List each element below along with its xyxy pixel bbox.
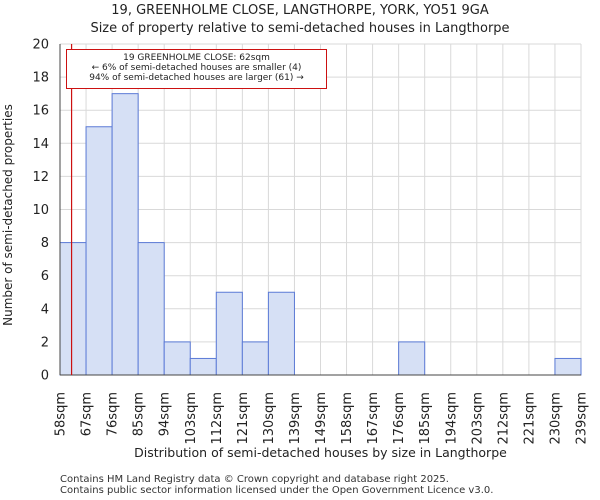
x-tick-label: 76sqm xyxy=(106,392,121,436)
bar xyxy=(267,291,295,376)
y-tick-label: 10 xyxy=(32,203,49,218)
y-tick-label: 18 xyxy=(32,71,49,86)
footer-copyright: Contains HM Land Registry data © Crown c… xyxy=(60,474,449,485)
bar xyxy=(85,126,113,376)
bar xyxy=(554,357,582,376)
x-tick-label: 139sqm xyxy=(288,392,303,445)
x-tick-label: 167sqm xyxy=(366,392,381,445)
x-tick-label: 103sqm xyxy=(184,392,199,445)
x-tick-label: 94sqm xyxy=(158,392,173,436)
bar xyxy=(215,291,243,376)
y-tick-label: 2 xyxy=(41,335,49,350)
y-tick-label: 20 xyxy=(32,38,49,53)
bar xyxy=(241,341,269,376)
bar xyxy=(111,93,139,376)
chart-subtitle: Size of property relative to semi-detach… xyxy=(90,21,510,36)
y-tick-label: 16 xyxy=(32,104,49,119)
x-tick-label: 85sqm xyxy=(132,392,147,436)
y-tick-label: 6 xyxy=(41,269,49,284)
bar xyxy=(189,357,217,376)
annotation-line-3: 94% of semi-detached houses are larger (… xyxy=(89,73,304,83)
annotation-line-1: 19 GREENHOLME CLOSE: 62sqm xyxy=(123,53,270,63)
x-tick-label: 121sqm xyxy=(236,392,251,445)
x-axis-label: Distribution of semi-detached houses by … xyxy=(134,445,507,460)
x-tick-label: 176sqm xyxy=(392,392,407,445)
x-tick-label: 212sqm xyxy=(496,392,511,445)
y-tick-label: 14 xyxy=(32,137,49,152)
x-tick-label: 221sqm xyxy=(522,392,537,445)
chart-title: 19, GREENHOLME CLOSE, LANGTHORPE, YORK, … xyxy=(111,3,489,18)
annotation-line-2: ← 6% of semi-detached houses are smaller… xyxy=(91,63,302,73)
bar xyxy=(398,341,426,376)
x-tick-label: 130sqm xyxy=(262,392,277,445)
footer-licence: Contains public sector information licen… xyxy=(60,485,494,496)
x-tick-label: 239sqm xyxy=(575,392,590,445)
x-tick-label: 149sqm xyxy=(314,392,329,445)
y-tick-label: 8 xyxy=(41,236,49,251)
x-tick-label: 58sqm xyxy=(54,392,69,436)
x-tick-label: 203sqm xyxy=(470,392,485,445)
x-tick-label: 185sqm xyxy=(418,392,433,445)
bar xyxy=(163,341,191,376)
bar xyxy=(137,242,165,376)
y-tick-label: 0 xyxy=(41,369,49,384)
y-tick-label: 12 xyxy=(32,170,49,185)
x-tick-label: 194sqm xyxy=(444,392,459,445)
y-axis-label: Number of semi-detached properties xyxy=(1,104,15,326)
x-tick-label: 112sqm xyxy=(210,392,225,445)
x-tick-label: 158sqm xyxy=(340,392,355,445)
bar xyxy=(59,242,87,376)
x-tick-label: 67sqm xyxy=(80,392,95,436)
x-tick-label: 230sqm xyxy=(548,392,563,445)
marker-annotation: 19 GREENHOLME CLOSE: 62sqm ← 6% of semi-… xyxy=(66,49,327,89)
y-tick-label: 4 xyxy=(41,302,49,317)
